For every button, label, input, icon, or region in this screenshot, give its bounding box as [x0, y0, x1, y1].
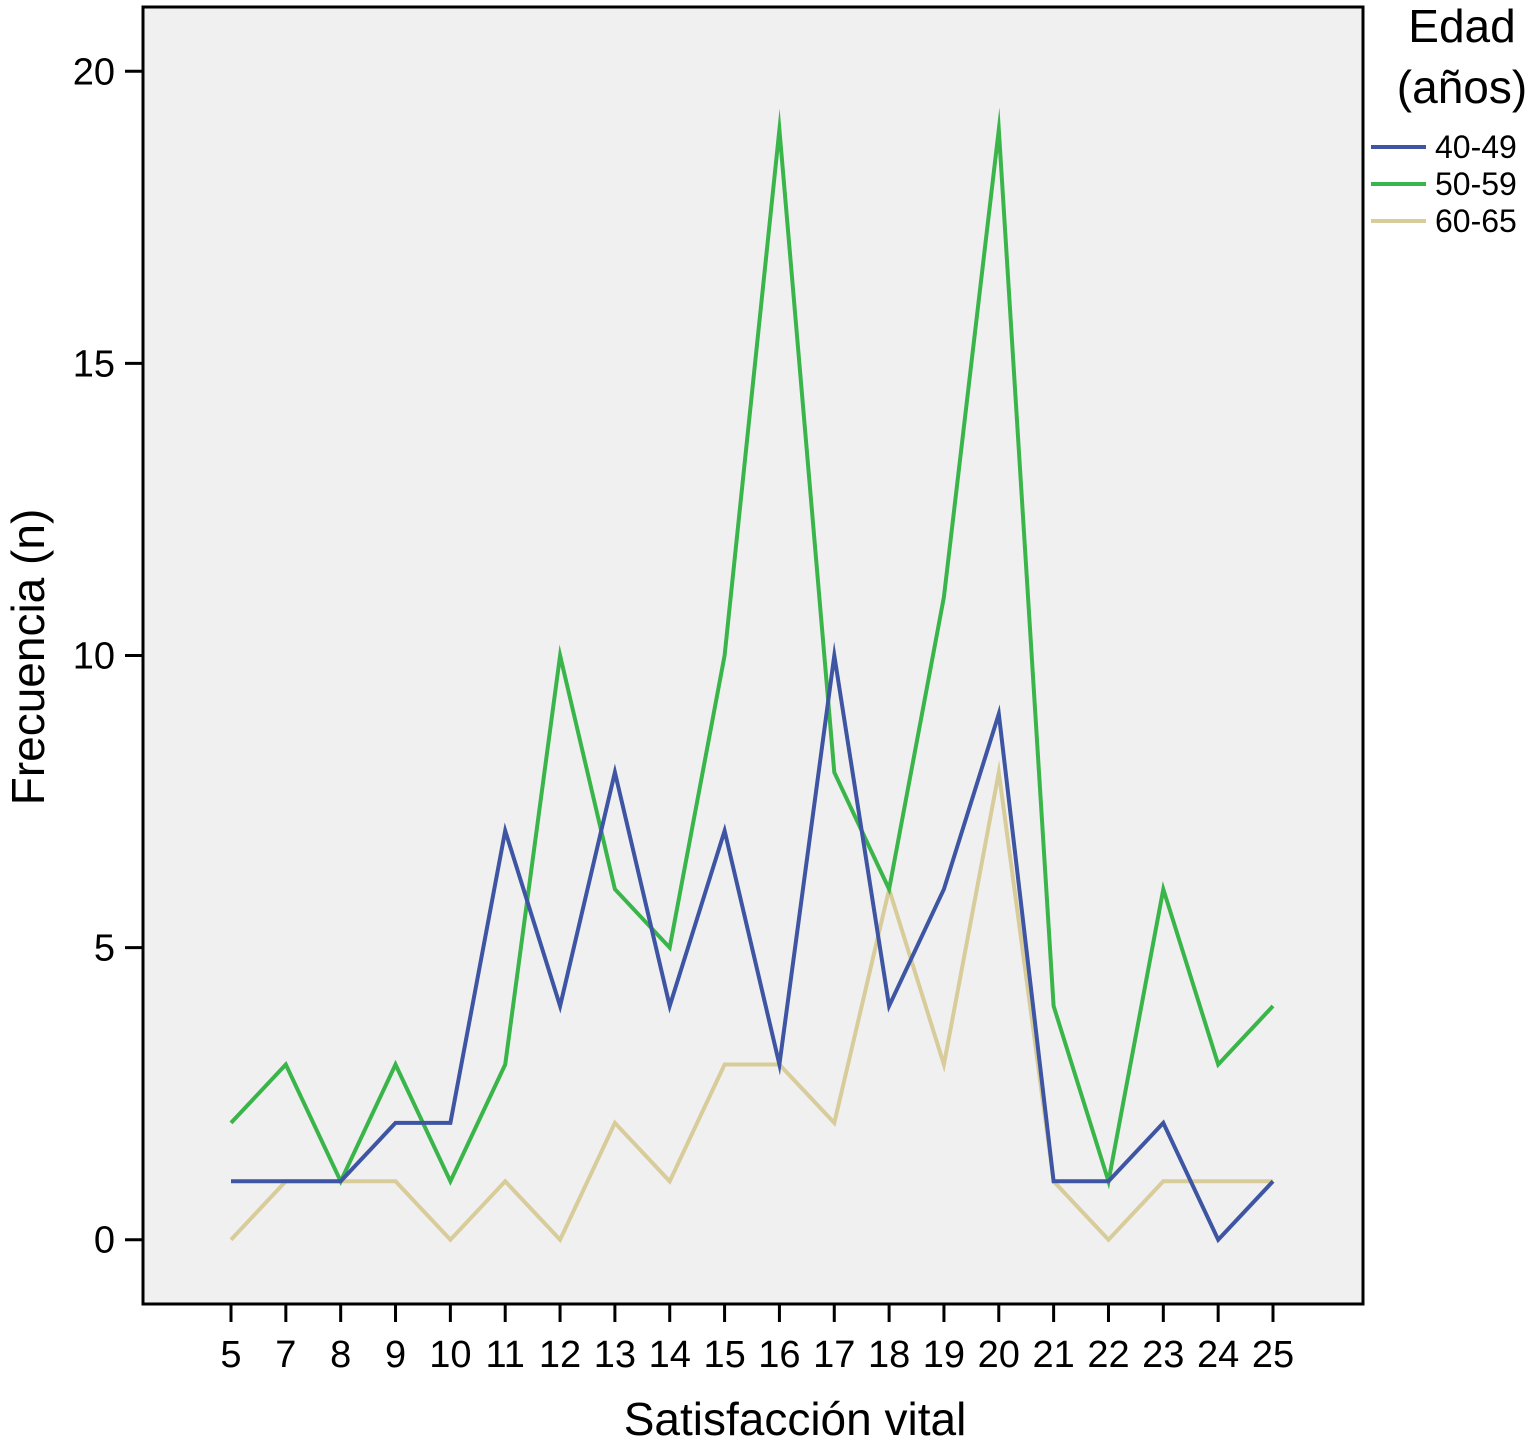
x-tick-label-18: 18	[868, 1334, 910, 1376]
x-tick-label-23: 23	[1142, 1334, 1184, 1376]
x-tick-label-19: 19	[923, 1334, 965, 1376]
y-tick-label-20: 20	[73, 51, 115, 93]
series-line-50-59	[229, 107, 1275, 1190]
x-axis: 5 7 8 9 10 11 12 13 14 15 16 17 18 19 20 21 22 23 24 25	[220, 1304, 1294, 1376]
series-line-40-49	[231, 641, 1275, 1244]
series-lines	[229, 107, 1275, 1244]
x-tick-label-20: 20	[978, 1334, 1020, 1376]
x-tick-label-5: 5	[220, 1334, 241, 1376]
y-tick-label-5: 5	[94, 928, 115, 970]
x-tick-label-12: 12	[539, 1334, 581, 1376]
x-tick-label-22: 22	[1087, 1334, 1129, 1376]
y-axis: 0 5 10 15 20	[73, 51, 143, 1262]
legend-label-40-49: 40-49	[1435, 129, 1517, 165]
y-tick-label-10: 10	[73, 636, 115, 678]
x-tick-label-11: 11	[485, 1334, 524, 1376]
y-axis-title: Frecuencia (n)	[2, 509, 54, 806]
y-tick-label-0: 0	[94, 1220, 115, 1262]
x-tick-label-24: 24	[1197, 1334, 1239, 1376]
legend-title-line-2: (años)	[1397, 61, 1527, 113]
x-tick-label-21: 21	[1032, 1334, 1074, 1376]
x-tick-label-13: 13	[594, 1334, 636, 1376]
legend-title-line-1: Edad	[1408, 0, 1515, 52]
x-tick-label-7: 7	[275, 1334, 296, 1376]
plot-area	[141, 5, 1365, 1306]
x-tick-label-14: 14	[649, 1334, 691, 1376]
x-tick-label-10: 10	[429, 1334, 471, 1376]
x-tick-label-9: 9	[385, 1334, 406, 1376]
x-tick-label-16: 16	[758, 1334, 800, 1376]
legend-label-50-59: 50-59	[1435, 166, 1517, 202]
series-line-60-65	[229, 759, 1273, 1244]
x-tick-label-8: 8	[330, 1334, 351, 1376]
x-tick-label-25: 25	[1252, 1334, 1294, 1376]
legend-label-60-65: 60-65	[1435, 203, 1517, 239]
x-axis-title: Satisfacción vital	[624, 1393, 967, 1445]
x-tick-label-15: 15	[703, 1334, 745, 1376]
y-tick-label-15: 15	[73, 343, 115, 385]
x-tick-label-17: 17	[813, 1334, 855, 1376]
